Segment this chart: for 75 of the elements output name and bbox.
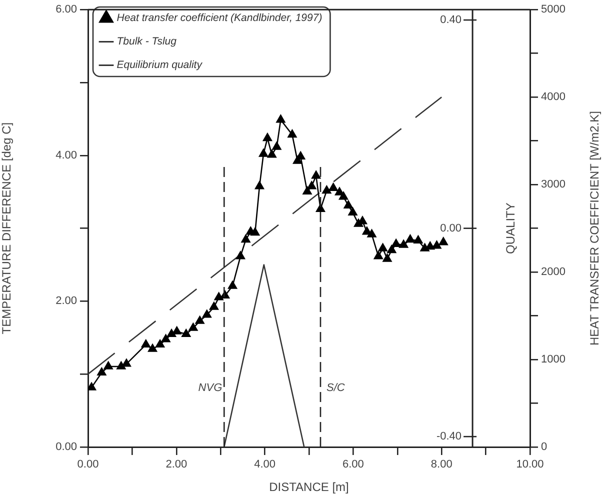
legend-label: Heat transfer coefficient (Kandlbinder, 1997) [116, 12, 322, 24]
point [414, 235, 423, 244]
point [250, 228, 260, 236]
legend-label: Tbulk - Tslug [116, 36, 177, 48]
point [166, 329, 176, 338]
point [241, 234, 250, 243]
point [188, 322, 198, 331]
x-tick-label: 4.00 [254, 458, 276, 471]
x-axis-title: DISTANCE [m] [269, 480, 349, 494]
y-axis-title: TEMPERATURE DIFFERENCE [deg C] [0, 122, 14, 334]
y3-tick-label: 1000 [541, 354, 566, 366]
point [312, 170, 321, 179]
point [228, 280, 238, 289]
y-tick-label: 6.00 [56, 4, 77, 16]
point [348, 207, 358, 216]
point [236, 251, 246, 260]
point [276, 114, 286, 123]
ref-line-label: NVG [198, 382, 223, 394]
point [399, 240, 408, 248]
point [116, 361, 126, 370]
point [148, 344, 158, 352]
point [209, 302, 219, 310]
point [104, 361, 113, 370]
point [328, 182, 338, 191]
point [432, 240, 442, 249]
point [262, 133, 272, 142]
y2-tick-label: -0.40 [436, 430, 462, 443]
x-tick-label: 10.00 [516, 458, 544, 471]
point [97, 367, 106, 376]
point [374, 251, 383, 260]
point [387, 245, 396, 254]
x-tick-label: 0.00 [77, 458, 99, 471]
legend-label: Equilibrium quality [116, 59, 203, 72]
y3-axis-title: HEAT TRANSFER COEFFICIENT [W/m2.K] [587, 111, 602, 346]
y-tick-label: 4.00 [56, 149, 77, 162]
point [316, 204, 326, 212]
point [141, 340, 150, 348]
point [382, 254, 392, 262]
point [258, 148, 268, 157]
point [438, 237, 448, 246]
ref-line-label: S/C [326, 382, 345, 394]
point [302, 186, 312, 194]
point [156, 340, 165, 348]
x-tick-label: 6.00 [342, 458, 364, 471]
y3-tick-label: 3000 [541, 178, 566, 191]
x-tick-label: 8.00 [430, 458, 452, 471]
point [267, 150, 276, 158]
x-tick-label: 2.00 [166, 458, 188, 471]
point [406, 234, 415, 243]
point [338, 192, 348, 200]
y2-tick-label: 0.00 [440, 222, 462, 234]
point [272, 142, 282, 150]
y3-tick-label: 0 [541, 441, 548, 454]
point [334, 187, 344, 196]
point [288, 130, 297, 138]
point [307, 181, 316, 190]
point [254, 181, 264, 190]
y2-tick-label: 0.40 [440, 14, 462, 26]
point [88, 382, 96, 390]
point [182, 329, 191, 338]
point [392, 238, 401, 247]
point [161, 334, 170, 342]
y2-axis-title: QUALITY [504, 202, 518, 254]
point [322, 186, 332, 194]
point [344, 200, 353, 208]
y3-tick-label: 2000 [541, 266, 566, 278]
point [202, 310, 212, 318]
point [367, 229, 376, 238]
y-tick-label: 2.00 [56, 295, 77, 308]
point [172, 326, 182, 334]
point [195, 316, 204, 324]
y3-tick-label: 4000 [541, 91, 566, 104]
point [378, 243, 388, 252]
y-tick-label: 0.00 [56, 441, 77, 454]
y3-tick-label: 5000 [541, 4, 566, 16]
